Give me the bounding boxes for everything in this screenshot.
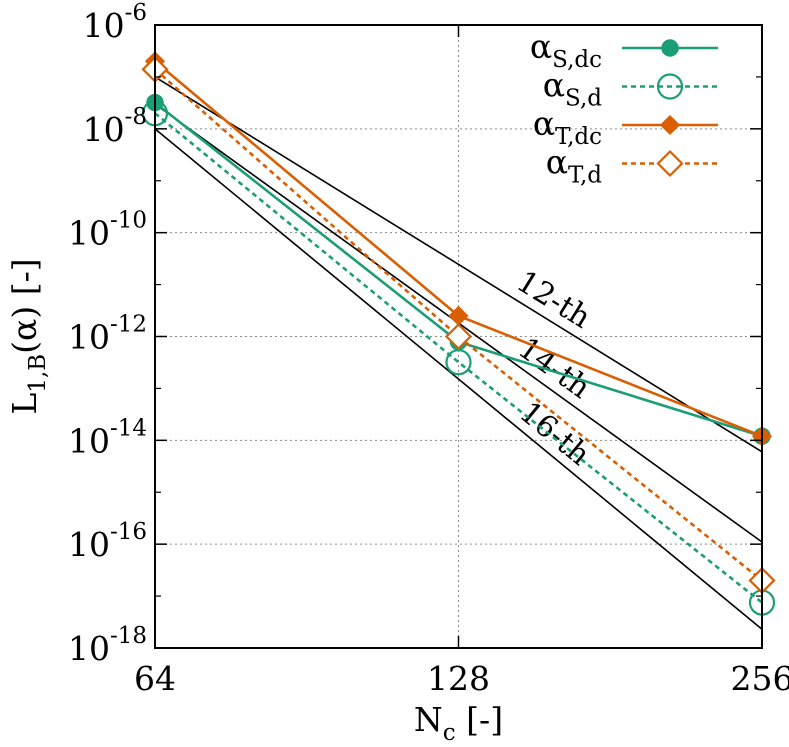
y-axis-label-unit: [-]	[5, 258, 44, 305]
y-tick-base: 10	[68, 421, 110, 460]
legend-label-main: α	[546, 143, 568, 182]
y-tick-label: 10-16	[68, 519, 147, 564]
legend-label-sub: T,dc	[555, 124, 602, 150]
reference-line-label: 12-th	[510, 264, 596, 336]
y-axis-label: L1,B(α) [-]	[5, 258, 51, 414]
series-T_d	[141, 55, 776, 595]
y-tick-exponent: -12	[110, 312, 147, 338]
legend-label-main: α	[543, 66, 565, 105]
y-tick-label: 10-18	[68, 623, 147, 668]
y-axis-label-paren: (α)	[5, 306, 44, 354]
legend-label-sub: T,d	[568, 163, 602, 189]
y-axis-label-main: L	[5, 393, 44, 415]
x-axis-label: Nc [-]	[414, 700, 503, 746]
y-tick-exponent: -8	[125, 104, 147, 130]
y-tick-base: 10	[83, 6, 125, 45]
legend-marker-T_d	[656, 149, 684, 178]
legend-label-T_d: αT,d	[546, 143, 603, 189]
legend-label-main: α	[533, 104, 555, 143]
reference-line-16	[154, 128, 763, 630]
legend-label-T_dc: αT,dc	[533, 104, 602, 150]
y-tick-base: 10	[83, 110, 125, 149]
y-tick-label: 10-14	[68, 415, 147, 460]
y-tick-base: 10	[68, 318, 110, 357]
legend-label-main: α	[530, 27, 552, 66]
series-line-S_d	[154, 112, 763, 604]
reference-line-12	[154, 76, 763, 453]
y-tick-label: 10-6	[83, 0, 147, 45]
series-S_d	[141, 100, 776, 616]
y-tick-exponent: -16	[110, 519, 147, 545]
y-tick-label: 10-12	[68, 312, 147, 357]
legend-marker-S_d	[656, 73, 684, 100]
x-tick-label: 128	[427, 659, 490, 698]
legend-marker-T_dc	[659, 114, 681, 136]
y-axis-label-sub: 1,B	[25, 354, 51, 393]
legend-label-sub: S,d	[565, 86, 602, 112]
y-tick-exponent: -18	[110, 623, 147, 649]
y-tick-exponent: -14	[110, 415, 147, 441]
x-axis-label-unit: [-]	[456, 700, 503, 739]
y-tick-label: 10-10	[68, 208, 147, 253]
legend-label-S_d: αS,d	[543, 66, 603, 112]
y-tick-label: 10-8	[83, 104, 147, 149]
y-tick-exponent: -6	[125, 0, 147, 26]
x-axis-label-sub: c	[443, 720, 456, 746]
x-tick-label: 256	[731, 659, 789, 698]
data-point-S_d	[445, 349, 472, 376]
x-axis-label-main: N	[414, 700, 443, 739]
y-tick-base: 10	[68, 214, 110, 253]
legend-marker-S_dc	[661, 39, 679, 57]
x-tick-label: 64	[134, 659, 176, 698]
ticks	[154, 24, 763, 649]
legend-label-sub: S,dc	[552, 47, 602, 73]
legend-label-S_dc: αS,dc	[530, 27, 602, 73]
y-tick-base: 10	[68, 629, 110, 668]
y-tick-exponent: -10	[110, 208, 147, 234]
data-point-T_d	[444, 322, 473, 351]
y-tick-base: 10	[68, 525, 110, 564]
